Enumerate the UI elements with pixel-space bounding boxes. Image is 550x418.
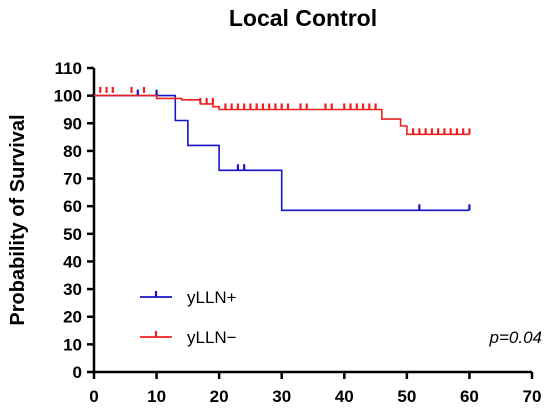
x-tick-label: 30 [272, 387, 291, 406]
legend-item-yllnplus: yLLN+ [140, 288, 237, 307]
legend: yLLN+ yLLN− [140, 288, 237, 347]
y-tick-label: 50 [63, 225, 82, 244]
legend-label-yllnminus: yLLN− [187, 328, 237, 347]
legend-label-yllnplus: yLLN+ [187, 288, 237, 307]
x-tick-label: 10 [147, 387, 166, 406]
series-line-yllnplus [94, 94, 470, 212]
y-tick-label: 10 [63, 335, 82, 354]
y-tick-label: 60 [63, 197, 82, 216]
chart-title: Local Control [229, 5, 377, 31]
y-tick-label: 30 [63, 280, 82, 299]
y-tick-label: 80 [63, 142, 82, 161]
y-tick-label: 110 [55, 59, 82, 78]
x-tick-label: 20 [210, 387, 229, 406]
y-tick-label: 0 [73, 363, 82, 382]
legend-item-yllnminus: yLLN− [140, 328, 237, 347]
series-layer [94, 86, 471, 212]
y-tick-label: 90 [63, 114, 82, 133]
y-tick-label: 20 [63, 308, 82, 327]
y-axis-ticks: 0 10 20 30 40 50 60 70 80 90 100 110 [54, 59, 94, 382]
y-tick-label: 40 [63, 252, 82, 271]
p-value-annotation: p=0.04 [489, 328, 542, 347]
x-axis-ticks: 0 10 20 30 40 50 60 70 [89, 372, 541, 406]
series-line-yllnminus [94, 94, 470, 136]
y-axis-label: Probability of Survival [7, 114, 29, 325]
x-tick-label: 70 [523, 387, 542, 406]
x-tick-label: 0 [89, 387, 98, 406]
x-tick-label: 50 [397, 387, 416, 406]
y-tick-label: 100 [54, 87, 82, 106]
y-tick-label: 70 [63, 170, 82, 189]
x-tick-label: 40 [335, 387, 354, 406]
x-tick-label: 60 [460, 387, 479, 406]
